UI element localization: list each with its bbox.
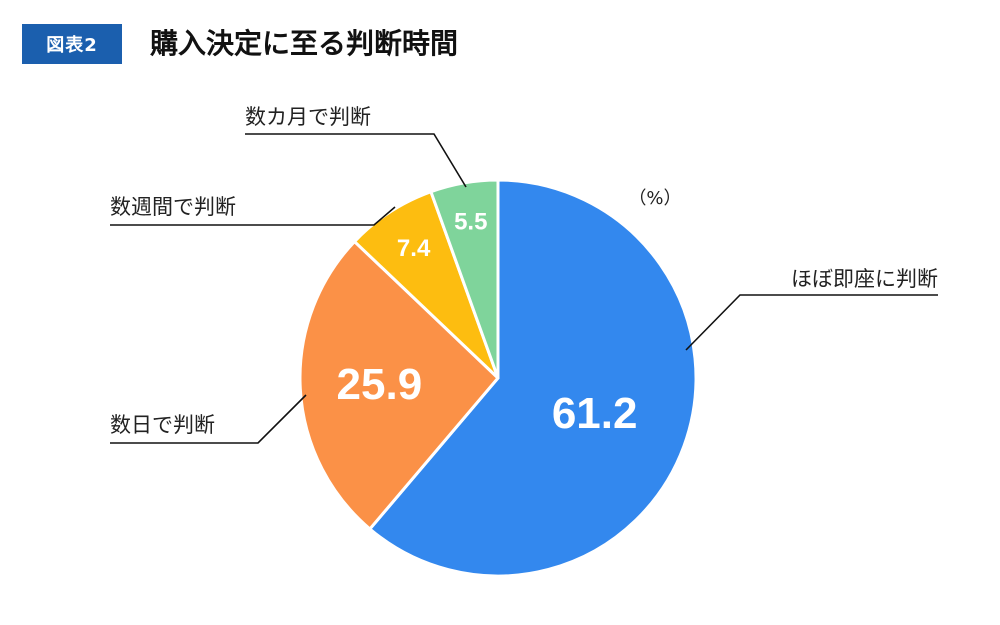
pie-value-3: 7.4	[397, 235, 431, 262]
callout-line-4	[245, 133, 467, 188]
unit-label: （%）	[628, 188, 681, 209]
category-label-2: 数日で判断	[110, 413, 215, 437]
pie-slice-1	[368, 178, 698, 578]
callout-line-1	[685, 294, 938, 351]
callout-line-3	[110, 206, 396, 226]
pie-value-1: 61.2	[552, 389, 638, 438]
callout-line-2	[110, 394, 307, 444]
pie-slices	[298, 178, 698, 578]
pie-slice-2	[298, 240, 500, 531]
category-label-1: ほぼ即座に判断	[791, 267, 938, 291]
pie-value-labels: 61.2 25.9 7.4 5.5	[337, 208, 638, 438]
category-label-3: 数週間で判断	[110, 195, 236, 219]
chart-title: 購入決定に至る判断時間	[150, 27, 459, 60]
category-label-4: 数カ月で判断	[245, 105, 371, 129]
pie-value-4: 5.5	[454, 208, 487, 235]
figure-badge: 図表2	[22, 24, 122, 64]
pie-value-2: 25.9	[337, 360, 423, 409]
